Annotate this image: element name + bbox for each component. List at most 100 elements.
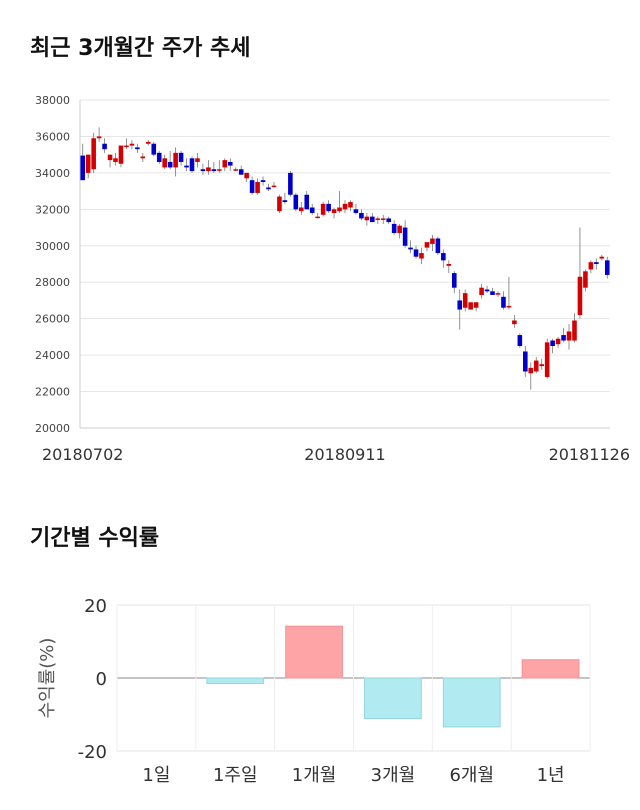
candle-body	[102, 143, 107, 150]
candle-body	[249, 180, 255, 193]
candle-body	[222, 160, 228, 168]
candle-body	[359, 212, 364, 219]
y-tick-label: 30000	[35, 240, 70, 253]
candle-body	[238, 169, 244, 175]
candle-body	[441, 253, 446, 261]
y-tick-label: 24000	[35, 349, 70, 362]
candle-body	[479, 287, 484, 295]
candle-body	[484, 289, 490, 292]
candle-body	[298, 207, 304, 212]
candle-body	[348, 202, 353, 208]
candle-body	[178, 152, 184, 162]
candle-body	[271, 185, 277, 188]
candle-body	[118, 145, 124, 164]
candle-body	[260, 180, 266, 182]
y-tick-label: 0	[96, 669, 107, 690]
category-label: 3개월	[371, 765, 416, 786]
candle-body	[528, 367, 534, 374]
candle-body	[370, 216, 375, 223]
category-label: 1개월	[292, 765, 337, 786]
candle-body	[588, 262, 594, 270]
category-label: 6개월	[449, 765, 494, 786]
category-label: 1일	[142, 765, 170, 786]
candle-body	[200, 169, 206, 172]
candle-body	[353, 209, 359, 213]
candle-body	[135, 147, 140, 150]
candle-body	[566, 331, 572, 341]
candle-body	[501, 296, 506, 308]
candle-body	[80, 155, 86, 181]
y-tick-label: 28000	[35, 276, 70, 289]
candle-body	[337, 207, 342, 212]
candle-body	[85, 154, 91, 173]
candle-body	[408, 247, 413, 250]
candle-body	[386, 218, 392, 223]
price-trend-title: 최근 3개월간 주가 추세	[30, 36, 251, 61]
candle-body	[495, 293, 501, 295]
candle-body	[326, 203, 331, 212]
candle-body	[413, 249, 419, 257]
candle-body	[380, 218, 386, 220]
candle-body	[107, 154, 113, 161]
candle-body	[364, 216, 370, 221]
candle-body	[550, 340, 555, 346]
candle-body	[604, 260, 610, 275]
candle-body	[419, 253, 424, 259]
candle-body	[391, 223, 397, 234]
return-bar	[442, 677, 501, 728]
candle-body	[206, 167, 211, 172]
candle-body	[523, 351, 528, 372]
candle-body	[572, 320, 577, 341]
candle-body	[402, 227, 408, 246]
y-tick-label: 38000	[35, 94, 70, 107]
candle-body	[113, 158, 118, 162]
candle-body	[162, 158, 167, 168]
candle-body	[594, 262, 599, 264]
candle-body	[331, 209, 337, 213]
returns-title: 기간별 수익률	[30, 526, 160, 551]
candle-body	[277, 196, 282, 212]
candle-body	[146, 141, 151, 144]
candle-body	[96, 136, 102, 139]
y-tick-label: 26000	[35, 313, 70, 326]
candle-body	[539, 364, 544, 367]
x-tick-label: 20181126	[549, 445, 630, 464]
candle-body	[446, 264, 452, 266]
y-tick-label: 32000	[35, 203, 70, 216]
candle-body	[293, 194, 299, 210]
candle-body	[217, 169, 222, 171]
y-tick-label: 34000	[35, 167, 70, 180]
candle-body	[320, 203, 326, 215]
candle-body	[304, 194, 310, 210]
candle-body	[195, 158, 200, 162]
candle-body	[397, 225, 402, 234]
candle-body	[211, 169, 217, 172]
x-tick-label: 20180702	[42, 445, 123, 464]
y-tick-label: -20	[78, 742, 107, 763]
candle-body	[167, 161, 173, 168]
price-trend-chart: 20000 22000 24000 26000 28000 30000 32000 34000…	[35, 94, 630, 464]
candle-body	[173, 152, 178, 168]
x-tick-label: 20180911	[304, 445, 385, 464]
candle-body	[309, 207, 315, 213]
candle-body	[462, 293, 468, 308]
candle-body	[544, 342, 550, 377]
candle-body	[435, 238, 441, 254]
candle-body	[255, 182, 260, 193]
returns-chart: -20 0 20 수익률(%) 1일 1주일 1개월 3개월 6개월 1년	[37, 596, 591, 786]
candle-body	[555, 338, 561, 345]
candle-body	[533, 360, 539, 372]
return-bar	[206, 677, 265, 684]
candle-body	[512, 320, 517, 325]
candle-body	[583, 271, 588, 288]
candle-body	[375, 218, 381, 220]
y-tick-label: 20	[84, 596, 107, 617]
candle-body	[244, 172, 249, 179]
candle-body	[490, 291, 495, 295]
candle-body	[451, 273, 457, 288]
candle-body	[140, 156, 146, 159]
return-bar	[364, 677, 422, 720]
candle-body	[233, 169, 239, 171]
candle-body	[430, 238, 435, 244]
candle-body	[288, 172, 293, 195]
